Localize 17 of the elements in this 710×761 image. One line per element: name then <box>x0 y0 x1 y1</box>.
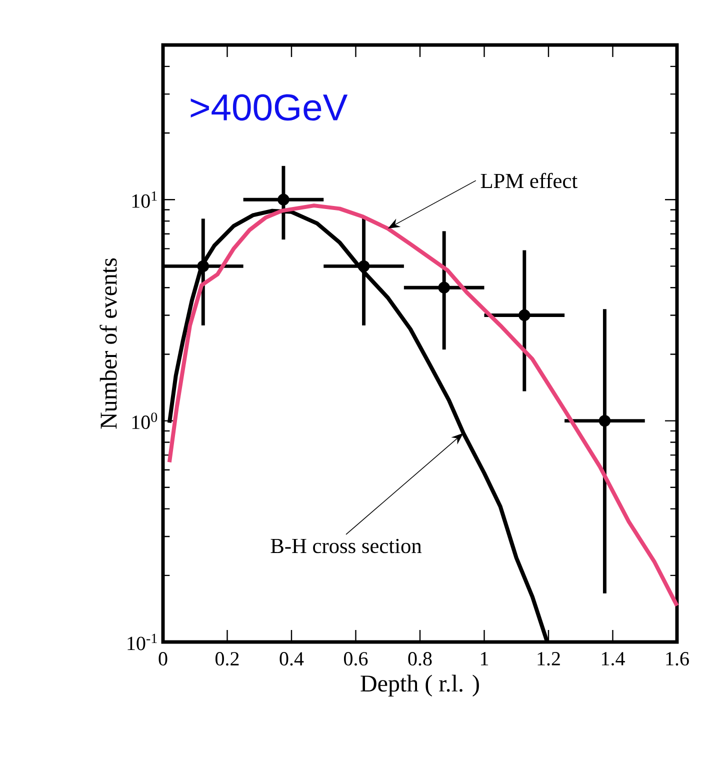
y-tick-label: 10$^{1}$ <box>132 191 157 208</box>
x-tick-label: 1.4 <box>602 652 625 666</box>
x-tick-label: 0.6 <box>344 652 368 666</box>
y-axis-title: Number of events <box>100 258 117 429</box>
x-axis-title: Depth ( r.l. ) <box>360 674 479 697</box>
x-tick-label: 1.6 <box>666 652 689 666</box>
x-tick-label: 1.2 <box>538 652 560 666</box>
text: >400GeV <box>190 94 348 121</box>
x-tick-label: 0.8 <box>408 652 432 666</box>
x-tick-label: 0.4 <box>280 652 304 666</box>
y-tick-label: 10$^{0}$ <box>132 412 158 430</box>
annotation: LPM effect <box>480 172 578 188</box>
annotation: B-H cross section <box>270 538 422 554</box>
x-tick-label: 0.2 <box>216 652 239 666</box>
x-tick-label: 1 <box>481 652 488 666</box>
x-tick-label: 0 <box>158 652 168 666</box>
y-tick-label: 10$^{-1}$ <box>128 634 157 650</box>
